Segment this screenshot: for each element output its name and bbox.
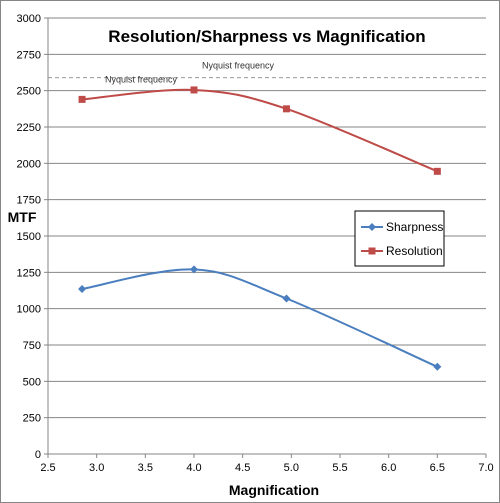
x-tick-label: 7.0	[478, 462, 493, 474]
sharpness-line	[81, 268, 438, 368]
y-tick-label: 250	[23, 413, 41, 425]
x-tick-label: 2.5	[40, 462, 55, 474]
y-tick-label: 0	[35, 449, 41, 461]
sharpness-point	[282, 294, 291, 303]
nyquist-annotation: Nyquist frequency	[105, 75, 178, 85]
sharpness-point	[433, 362, 442, 371]
sharpness-point	[78, 285, 87, 294]
resolution-point	[190, 86, 198, 94]
legend-resolution-marker	[368, 247, 376, 255]
reference-lines: Nyquist frequency Nyquist frequency	[48, 61, 486, 85]
resolution-point	[433, 167, 441, 175]
sharpness-point	[190, 265, 198, 274]
x-tick-label: 4.5	[235, 462, 250, 474]
legend-sharpness-label: Sharpness	[386, 220, 443, 234]
y-tick-label: 1500	[17, 231, 41, 243]
resolution-line	[81, 88, 438, 173]
axes	[47, 18, 487, 458]
x-tick-label: 3.0	[89, 462, 104, 474]
y-tick-label: 3000	[17, 13, 41, 25]
y-tick-label: 2500	[17, 86, 41, 98]
y-tick-label: 2000	[17, 158, 41, 170]
x-tick-labels: 2.5 3.0 3.5 4.0 4.5 5.0 5.5 6.0 6.5 7.0	[40, 462, 493, 474]
x-tick-label: 6.0	[381, 462, 396, 474]
y-tick-label: 1000	[17, 304, 41, 316]
gridlines	[44, 17, 486, 455]
x-axis-title: Magnification	[229, 482, 319, 498]
x-tick-label: 5.0	[284, 462, 299, 474]
resolution-point	[78, 95, 86, 103]
y-tick-labels: 0 250 500 750 1000 1250 1500 1750 2000 2250 2500 27…	[17, 13, 41, 461]
x-tick-label: 3.5	[138, 462, 153, 474]
y-tick-label: 500	[23, 376, 41, 388]
x-tick-label: 6.5	[430, 462, 445, 474]
legend: Sharpness Resolution	[354, 210, 445, 267]
legend-box	[354, 210, 445, 267]
x-tick-label: 4.0	[186, 462, 201, 474]
resolution-point	[282, 105, 290, 113]
series	[78, 86, 442, 371]
legend-resolution-label: Resolution	[386, 244, 443, 258]
y-tick-label: 1750	[17, 195, 41, 207]
y-axis-title: MTF	[8, 209, 37, 225]
y-tick-label: 2750	[17, 49, 41, 61]
nyquist-label: Nyquist frequency	[202, 61, 275, 71]
chart-title: Resolution/Sharpness vs Magnification	[108, 27, 425, 46]
y-tick-label: 1250	[17, 267, 41, 279]
legend-sharpness-marker	[368, 223, 376, 231]
y-tick-label: 750	[23, 340, 41, 352]
x-tick-label: 5.5	[332, 462, 347, 474]
y-tick-label: 2250	[17, 122, 41, 134]
